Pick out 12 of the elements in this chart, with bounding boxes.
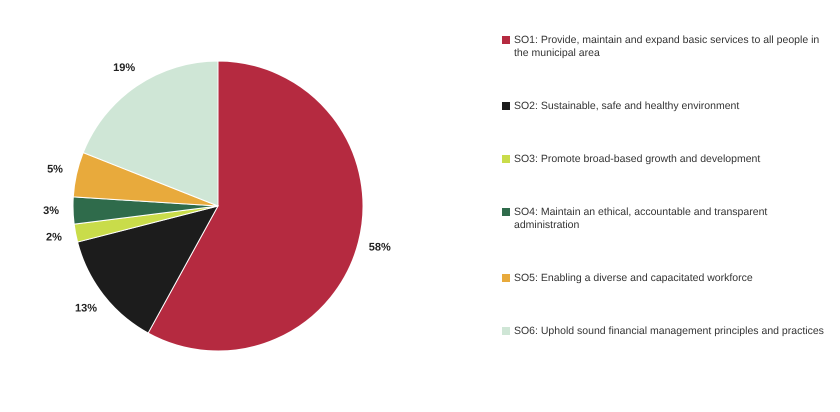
data-label: 2% (46, 231, 62, 244)
legend-label: SO4: Maintain an ethical, accountable and transparent administration (514, 206, 768, 232)
legend-label: SO5: Enabling a diverse and capacitated workforce (514, 272, 753, 285)
legend-label: SO6: Uphold sound financial management principles and practices (514, 325, 824, 338)
data-label: 3% (43, 205, 60, 218)
data-label: 19% (113, 62, 136, 74)
data-label: 58% (368, 242, 391, 254)
legend-label: SO3: Promote broad-based growth and development (514, 153, 760, 166)
data-label: 5% (47, 164, 64, 176)
legend-label: SO1: Provide, maintain and expand basic services to all people in the municipal area (514, 34, 820, 60)
data-label: 13% (75, 302, 98, 314)
legend-label: SO2: Sustainable, safe and healthy environment (514, 100, 740, 113)
